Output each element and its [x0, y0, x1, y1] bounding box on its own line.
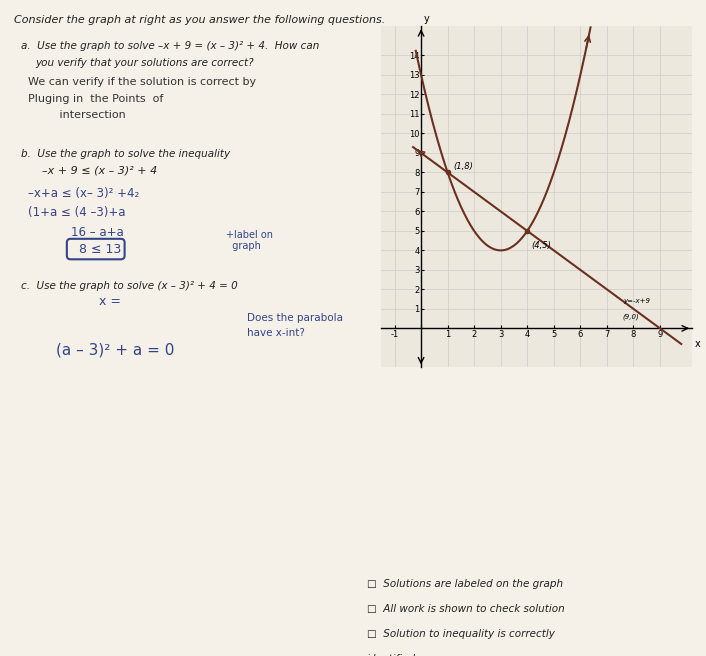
Text: Does the parabola: Does the parabola [247, 314, 343, 323]
Text: (1+a ≤ (4 –3)+a: (1+a ≤ (4 –3)+a [28, 207, 126, 220]
Text: intersection: intersection [28, 110, 126, 120]
Text: □  All work is shown to check solution: □ All work is shown to check solution [367, 604, 565, 614]
Text: (1,8): (1,8) [453, 161, 473, 171]
Text: (a – 3)² + a = 0: (a – 3)² + a = 0 [56, 342, 175, 358]
Text: 8 ≤ 13: 8 ≤ 13 [71, 243, 121, 256]
Text: identified: identified [367, 654, 416, 656]
Text: have x-int?: have x-int? [247, 328, 305, 338]
Text: Consider the graph at right as you answer the following questions.: Consider the graph at right as you answe… [14, 15, 385, 25]
Text: b.  Use the graph to solve the inequality: b. Use the graph to solve the inequality [21, 150, 230, 159]
Text: –x+a ≤ (x– 3)² +4₂: –x+a ≤ (x– 3)² +4₂ [28, 187, 140, 200]
Text: a.  Use the graph to solve –x + 9 = (x – 3)² + 4.  How can: a. Use the graph to solve –x + 9 = (x – … [21, 41, 320, 51]
Text: –x + 9 ≤ (x – 3)² + 4: –x + 9 ≤ (x – 3)² + 4 [42, 166, 157, 176]
Text: you verify that your solutions are correct?: you verify that your solutions are corre… [35, 58, 254, 68]
Text: x: x [695, 339, 700, 349]
Text: Pluging in  the Points  of: Pluging in the Points of [28, 94, 164, 104]
Text: c.  Use the graph to solve (x – 3)² + 4 = 0: c. Use the graph to solve (x – 3)² + 4 =… [21, 281, 238, 291]
Text: We can verify if the solution is correct by: We can verify if the solution is correct… [28, 77, 256, 87]
Text: y: y [424, 14, 429, 24]
Text: y=-x+9: y=-x+9 [623, 298, 650, 304]
Text: (9,0): (9,0) [623, 314, 640, 320]
Text: □  Solution to inequality is correctly: □ Solution to inequality is correctly [367, 629, 555, 639]
Text: □  Solutions are labeled on the graph: □ Solutions are labeled on the graph [367, 579, 563, 589]
Text: +label on
  graph: +label on graph [226, 230, 273, 251]
Text: x =: x = [99, 295, 121, 308]
Text: 16 – a+a: 16 – a+a [71, 226, 124, 239]
Text: (4,5): (4,5) [531, 241, 551, 251]
